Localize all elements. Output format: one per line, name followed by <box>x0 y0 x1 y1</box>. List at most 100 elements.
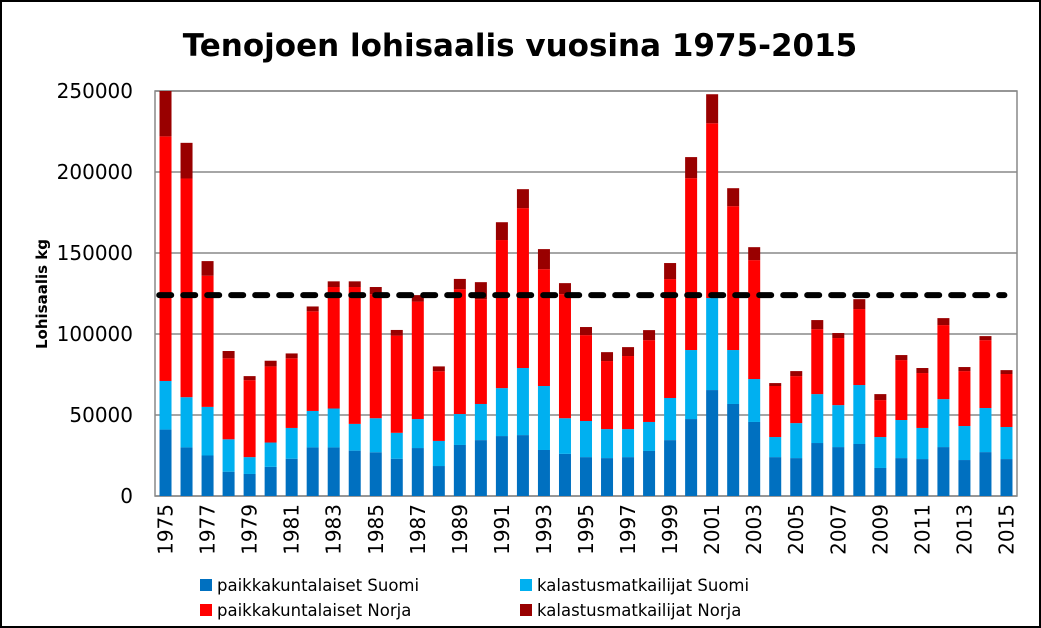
bar-1980-series-1 <box>264 442 277 467</box>
bar-1999-series-1 <box>664 397 677 441</box>
bar-1983-series-2 <box>327 287 340 409</box>
bar-1999-series-0 <box>664 440 677 496</box>
bar-2009-series-3 <box>874 394 887 401</box>
bar-1979-series-3 <box>243 376 256 381</box>
bar-2014-series-3 <box>979 336 992 341</box>
bar-1996-series-3 <box>601 352 614 362</box>
bar-1978-series-3 <box>222 351 235 359</box>
bar-1992-series-1 <box>516 368 529 436</box>
bar-1990-series-0 <box>474 440 487 496</box>
bar-1984-series-1 <box>348 423 361 451</box>
bar-2011-series-3 <box>916 368 929 374</box>
bar-1984-series-3 <box>348 281 361 288</box>
bar-2006-series-1 <box>811 394 824 444</box>
bar-1991-series-0 <box>495 436 508 496</box>
y-tick-label: 150000 <box>57 241 133 265</box>
y-tick-label: 0 <box>120 484 133 508</box>
bar-1998-series-0 <box>643 450 656 496</box>
legend-swatch <box>200 579 212 591</box>
bar-1978-series-1 <box>222 439 235 472</box>
bar-2010-series-0 <box>895 458 908 496</box>
bar-1977-series-2 <box>201 275 214 407</box>
legend: paikkakuntalaiset Suomi kalastusmatkailij… <box>200 576 749 620</box>
x-tick-label: 1975 <box>154 504 178 555</box>
y-tick-label: 100000 <box>57 322 133 346</box>
bar-2008-series-2 <box>853 309 866 386</box>
bars <box>159 91 1013 496</box>
y-axis-label: Lohisaalis kg <box>33 239 51 349</box>
bar-1985-series-2 <box>369 294 382 419</box>
legend-label: kalastusmatkailijat Norja <box>537 601 741 620</box>
bar-2013-series-1 <box>958 426 971 461</box>
legend-label: kalastusmatkailijat Suomi <box>537 576 749 595</box>
bar-2013-series-3 <box>958 367 971 372</box>
legend-swatch <box>520 579 532 591</box>
bar-1997-series-3 <box>622 347 635 357</box>
bar-1994-series-2 <box>558 294 571 419</box>
bar-2003-series-1 <box>748 379 761 422</box>
bar-1987-series-3 <box>411 295 424 302</box>
bar-1992-series-0 <box>516 435 529 496</box>
bar-1994-series-1 <box>558 418 571 454</box>
bar-1988-series-2 <box>432 371 445 441</box>
bar-2012-series-1 <box>937 399 950 448</box>
x-tick-label: 2005 <box>784 504 808 555</box>
bar-2011-series-0 <box>916 459 929 496</box>
bar-2014-series-2 <box>979 340 992 409</box>
bar-1994-series-0 <box>558 453 571 496</box>
bar-1997-series-0 <box>622 457 635 496</box>
bar-2002-series-3 <box>727 188 740 207</box>
bar-1989-series-2 <box>453 289 466 415</box>
bar-1993-series-2 <box>537 269 550 387</box>
bar-2006-series-2 <box>811 329 824 395</box>
bar-1980-series-3 <box>264 360 277 367</box>
legend-swatch <box>520 604 532 616</box>
bar-2015-series-1 <box>1000 426 1013 460</box>
bar-1975-series-3 <box>159 91 172 137</box>
bar-2014-series-0 <box>979 452 992 496</box>
bar-2005-series-1 <box>790 423 803 459</box>
bar-2003-series-2 <box>748 260 761 380</box>
x-tick-label: 1989 <box>448 504 472 555</box>
bar-1985-series-3 <box>369 287 382 295</box>
bar-2010-series-1 <box>895 420 908 459</box>
x-tick-label: 1991 <box>490 504 514 555</box>
bar-2011-series-2 <box>916 373 929 428</box>
bar-1975-series-1 <box>159 380 172 430</box>
bar-1976-series-3 <box>180 142 193 179</box>
bar-1986-series-3 <box>390 329 403 336</box>
bar-1992-series-2 <box>516 208 529 369</box>
x-tick-labels: 1975 1977 1979 1981 1983 1985 1987 1989 1991 1993… <box>154 504 1019 555</box>
bar-2003-series-0 <box>748 421 761 496</box>
bar-2015-series-2 <box>1000 374 1013 427</box>
bar-1998-series-3 <box>643 330 656 341</box>
bar-2015-series-3 <box>1000 370 1013 375</box>
bar-1983-series-3 <box>327 281 340 288</box>
bar-2007-series-1 <box>832 405 845 448</box>
x-tick-label: 1995 <box>574 504 598 555</box>
chart-title: Tenojoen lohisaalis vuosina 1975-2015 <box>183 28 858 64</box>
bar-1992-series-3 <box>516 189 529 209</box>
bar-1979-series-1 <box>243 457 256 474</box>
bar-1985-series-0 <box>369 452 382 496</box>
x-tick-label: 1999 <box>658 504 682 555</box>
bar-1995-series-3 <box>580 327 592 336</box>
x-tick-label: 1993 <box>532 504 556 555</box>
bar-1986-series-0 <box>390 458 403 496</box>
y-tick-labels: 0 50000 100000 150000 200000 250000 <box>57 79 133 508</box>
bar-2008-series-1 <box>853 385 866 444</box>
bar-1979-series-0 <box>243 473 256 496</box>
bar-1986-series-2 <box>390 335 403 433</box>
bar-1997-series-1 <box>622 429 635 458</box>
bar-2001-series-3 <box>706 94 719 124</box>
bar-1975-series-0 <box>159 429 172 496</box>
bar-1985-series-1 <box>369 418 382 453</box>
bar-2015-series-0 <box>1000 459 1013 496</box>
bar-2004-series-1 <box>769 437 782 458</box>
bar-2012-series-0 <box>937 447 950 496</box>
bar-1997-series-2 <box>622 356 635 430</box>
bar-1979-series-2 <box>243 380 256 458</box>
bar-1994-series-3 <box>558 283 571 295</box>
x-tick-label: 1981 <box>280 504 304 555</box>
